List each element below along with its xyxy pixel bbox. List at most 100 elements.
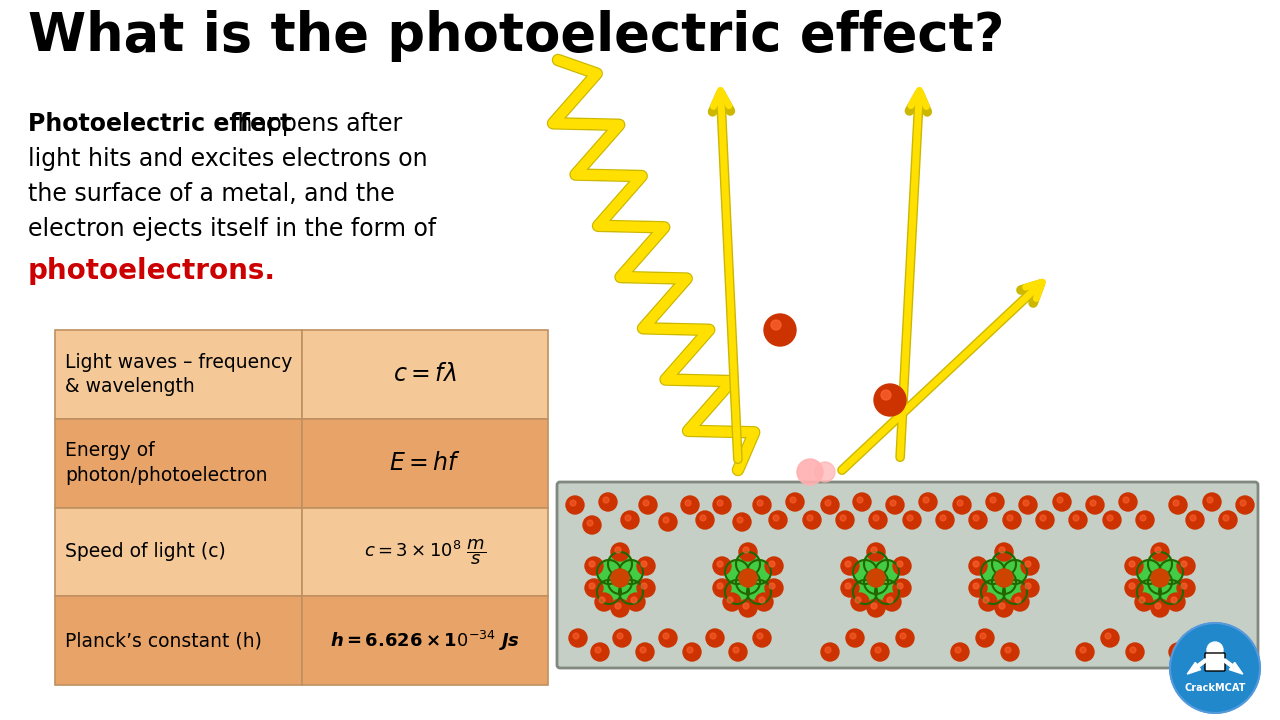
Circle shape [1023, 500, 1029, 506]
Circle shape [1005, 647, 1011, 653]
Circle shape [1151, 543, 1169, 561]
Circle shape [803, 511, 820, 529]
Circle shape [940, 515, 946, 521]
Circle shape [599, 597, 605, 603]
Circle shape [620, 560, 643, 584]
Circle shape [1004, 511, 1021, 529]
Circle shape [957, 500, 963, 506]
Circle shape [739, 543, 756, 561]
Circle shape [820, 496, 838, 514]
Circle shape [1151, 599, 1169, 617]
Circle shape [736, 552, 760, 576]
Text: happens after: happens after [230, 112, 402, 136]
Circle shape [611, 569, 628, 587]
Circle shape [1222, 515, 1229, 521]
Circle shape [908, 515, 913, 521]
Circle shape [723, 593, 741, 611]
Circle shape [887, 597, 893, 603]
Circle shape [717, 500, 723, 506]
Circle shape [1119, 493, 1137, 511]
Circle shape [1057, 497, 1062, 503]
Circle shape [845, 583, 851, 589]
Circle shape [992, 552, 1016, 576]
Circle shape [995, 569, 1012, 587]
Circle shape [742, 547, 749, 553]
Circle shape [753, 496, 771, 514]
Circle shape [806, 515, 813, 521]
Circle shape [687, 647, 692, 653]
Circle shape [1076, 643, 1094, 661]
Bar [55, 419, 302, 508]
Circle shape [1228, 647, 1233, 653]
Circle shape [748, 580, 771, 604]
Circle shape [764, 314, 796, 346]
Circle shape [765, 579, 783, 597]
Circle shape [713, 496, 731, 514]
Circle shape [614, 603, 621, 609]
Circle shape [897, 583, 902, 589]
Circle shape [1207, 497, 1213, 503]
Circle shape [1126, 643, 1144, 661]
Circle shape [980, 580, 1005, 604]
Circle shape [613, 629, 631, 647]
Circle shape [596, 560, 621, 584]
Circle shape [1039, 515, 1046, 521]
Circle shape [588, 520, 593, 526]
Circle shape [621, 511, 639, 529]
Circle shape [851, 593, 869, 611]
Circle shape [707, 629, 724, 647]
Circle shape [820, 643, 838, 661]
Circle shape [983, 597, 989, 603]
Circle shape [608, 552, 632, 576]
Circle shape [620, 580, 643, 604]
Bar [302, 508, 548, 596]
Circle shape [923, 497, 929, 503]
Circle shape [599, 493, 617, 511]
Circle shape [700, 515, 707, 521]
Circle shape [639, 496, 657, 514]
Circle shape [1158, 560, 1183, 584]
Circle shape [724, 560, 749, 584]
Circle shape [936, 511, 954, 529]
Circle shape [1085, 496, 1103, 514]
Circle shape [1015, 597, 1021, 603]
Circle shape [614, 547, 621, 553]
FancyBboxPatch shape [557, 482, 1258, 668]
Circle shape [890, 500, 896, 506]
Circle shape [659, 513, 677, 531]
Circle shape [1137, 511, 1155, 529]
Circle shape [733, 513, 751, 531]
Circle shape [742, 603, 749, 609]
Circle shape [876, 647, 881, 653]
Circle shape [1236, 496, 1254, 514]
Bar [302, 330, 548, 419]
Circle shape [696, 511, 714, 529]
Circle shape [765, 557, 783, 575]
Circle shape [1155, 547, 1161, 553]
Circle shape [1201, 633, 1206, 639]
Circle shape [870, 603, 877, 609]
Circle shape [886, 496, 904, 514]
Text: $\mathit{c = 3 \times 10^{8}\ \dfrac{m}{s}}$: $\mathit{c = 3 \times 10^{8}\ \dfrac{m}{… [364, 537, 486, 567]
Circle shape [1169, 643, 1187, 661]
Circle shape [855, 597, 861, 603]
Circle shape [836, 511, 854, 529]
Circle shape [681, 496, 699, 514]
Circle shape [973, 583, 979, 589]
Circle shape [867, 599, 884, 617]
Circle shape [826, 500, 831, 506]
Circle shape [1219, 511, 1236, 529]
Circle shape [771, 320, 781, 330]
Circle shape [1181, 583, 1187, 589]
Circle shape [753, 629, 771, 647]
Circle shape [589, 561, 595, 567]
Circle shape [1137, 560, 1161, 584]
Circle shape [897, 561, 902, 567]
Circle shape [790, 497, 796, 503]
Circle shape [589, 583, 595, 589]
Circle shape [852, 580, 877, 604]
Circle shape [637, 557, 655, 575]
Circle shape [1170, 623, 1260, 713]
Circle shape [595, 647, 602, 653]
Circle shape [876, 560, 899, 584]
